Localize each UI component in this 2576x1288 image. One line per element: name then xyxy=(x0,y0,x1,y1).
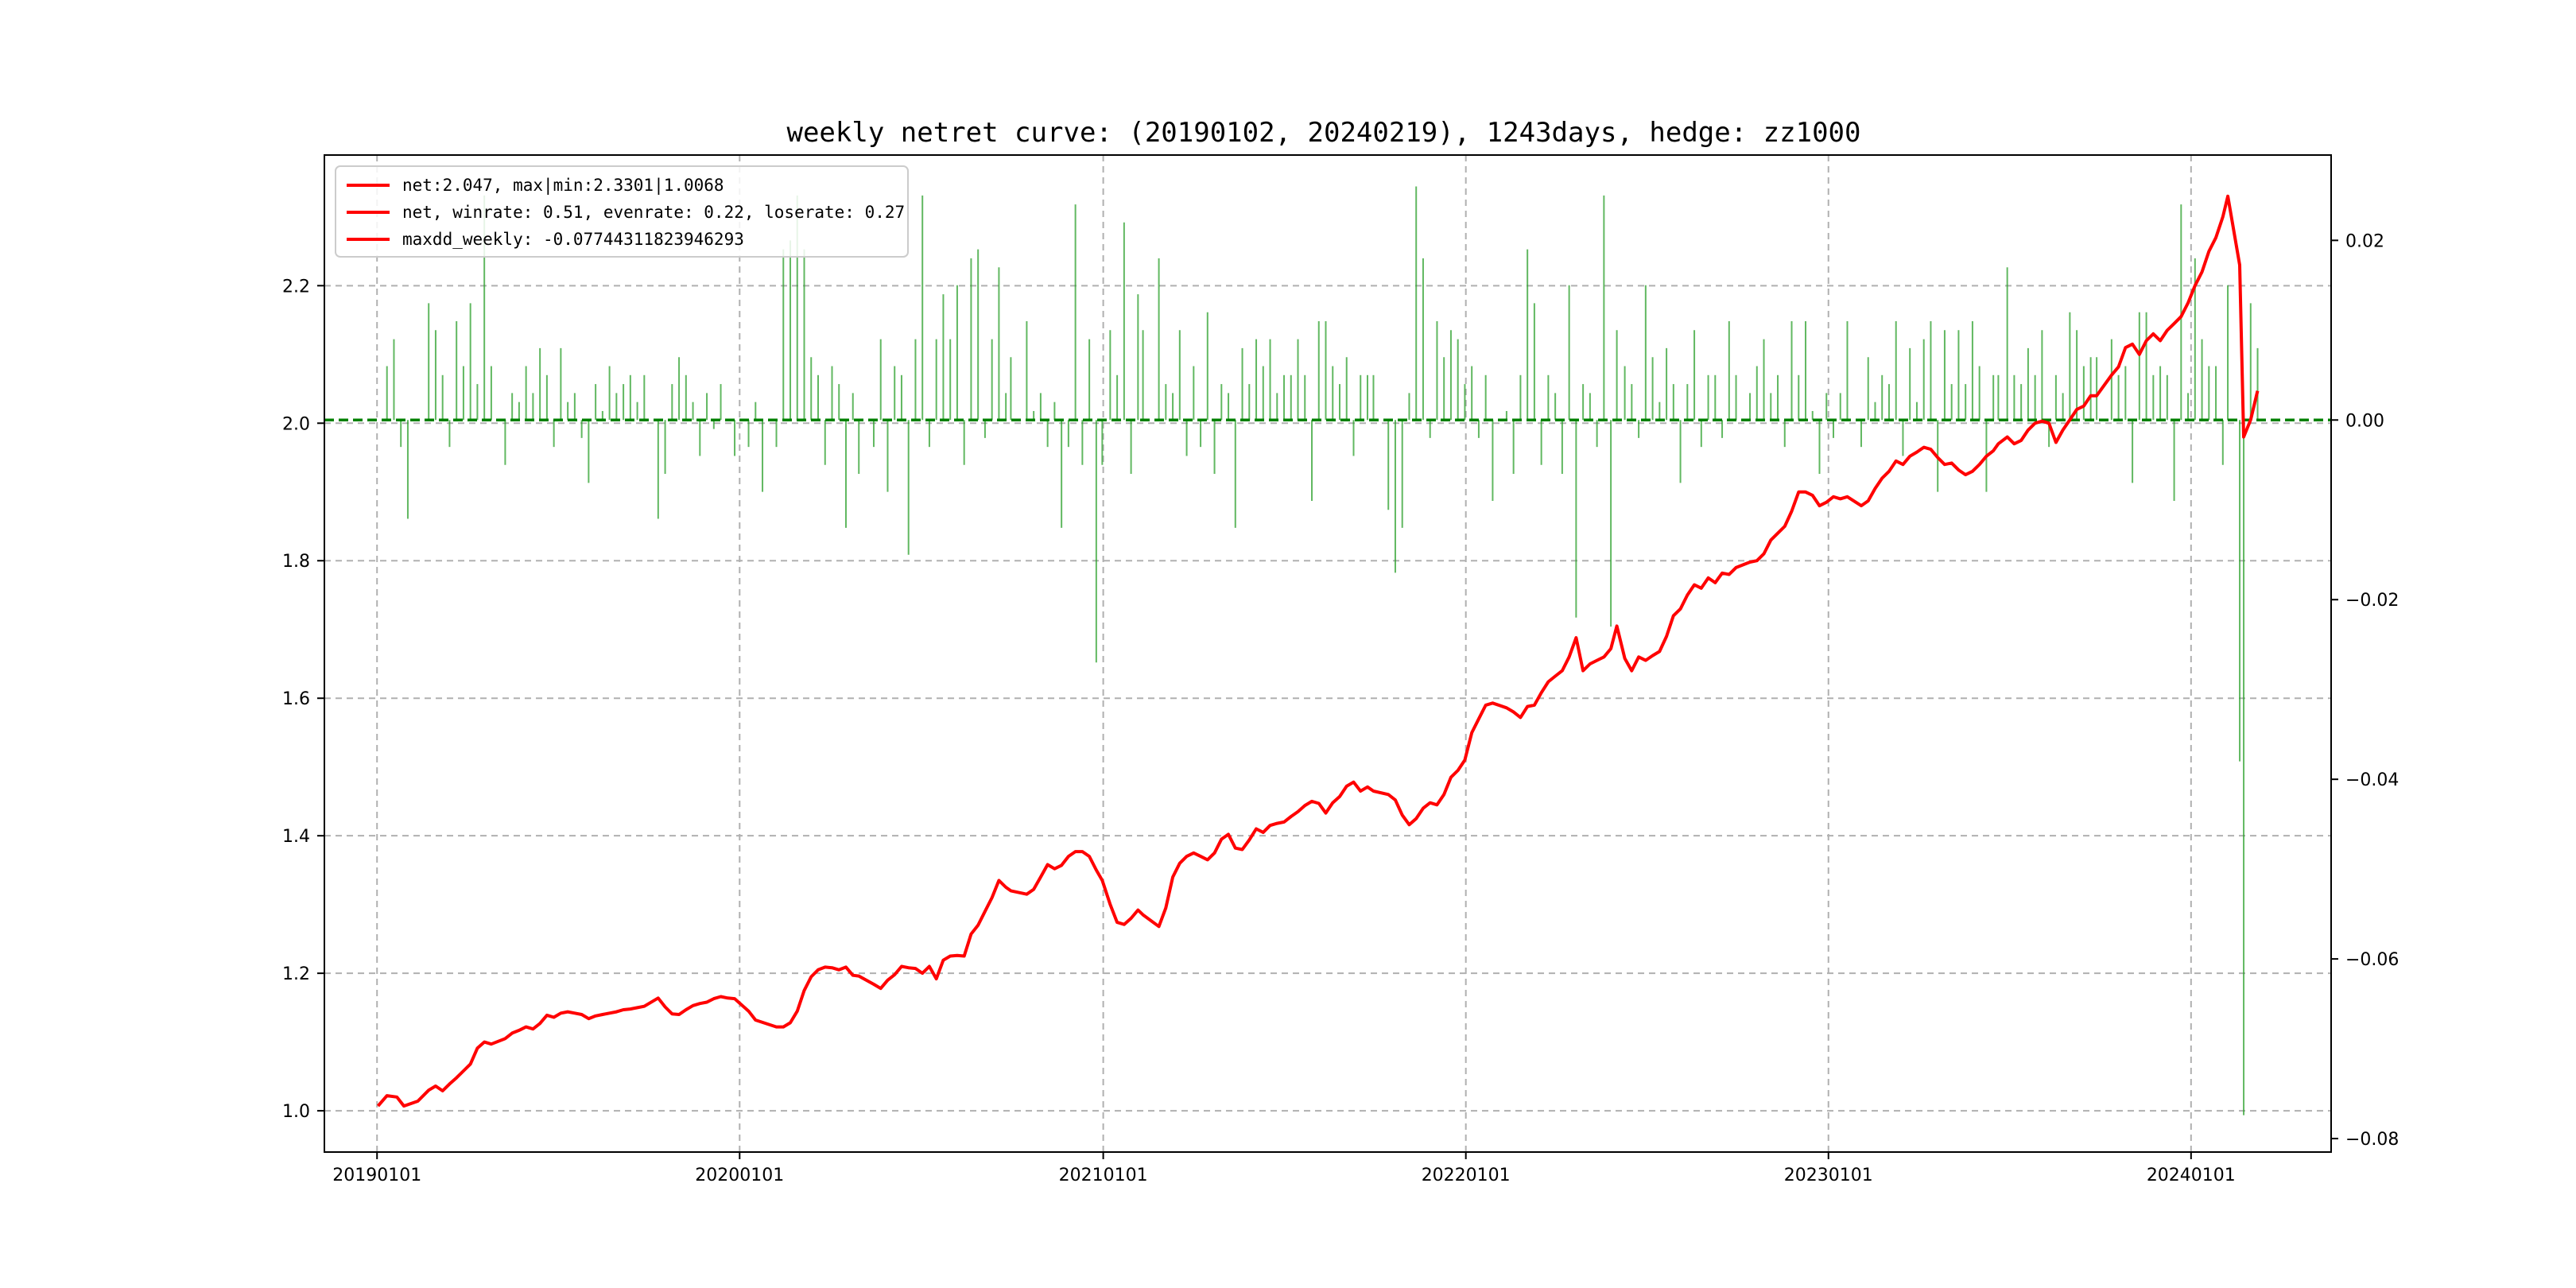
legend-label: net:2.047, max|min:2.3301|1.0068 xyxy=(402,176,724,196)
left-y-tick-label: 2.2 xyxy=(282,277,310,297)
axis-ticks: 20190101 20200101 20210101 20220101 20230101… xyxy=(282,231,2399,1185)
chart-title: weekly netret curve: (20190102, 20240219… xyxy=(786,117,1860,149)
net-curve-layer xyxy=(376,194,2260,1108)
left-y-tick-label: 1.8 xyxy=(282,552,310,572)
right-y-tick-label: −0.02 xyxy=(2345,591,2399,611)
legend: net:2.047, max|min:2.3301|1.0068 net, win… xyxy=(335,165,909,258)
x-tick-label: 20210101 xyxy=(1059,1166,1148,1185)
left-y-tick-label: 1.6 xyxy=(282,689,310,709)
net-curve-line xyxy=(376,194,2260,1108)
legend-box xyxy=(335,165,909,258)
x-tick-label: 20220101 xyxy=(1422,1166,1511,1185)
legend-label: net, winrate: 0.51, evenrate: 0.22, lose… xyxy=(402,203,905,222)
right-y-tick-label: 0.00 xyxy=(2345,411,2384,431)
x-tick-label: 20240101 xyxy=(2147,1166,2236,1185)
left-y-tick-label: 1.2 xyxy=(282,964,310,984)
right-y-tick-label: −0.08 xyxy=(2345,1130,2399,1150)
x-tick-label: 20200101 xyxy=(695,1166,784,1185)
grid xyxy=(324,155,2331,1152)
right-y-tick-label: −0.04 xyxy=(2345,770,2399,790)
right-y-tick-label: 0.02 xyxy=(2345,231,2384,251)
left-y-tick-label: 2.0 xyxy=(282,414,310,434)
legend-label: maxdd_weekly: -0.07744311823946293 xyxy=(402,230,744,249)
axes-frame xyxy=(324,154,2332,1153)
left-y-tick-label: 1.0 xyxy=(282,1102,310,1122)
right-y-tick-label: −0.06 xyxy=(2345,950,2399,970)
left-y-tick-label: 1.4 xyxy=(282,827,310,847)
x-tick-label: 20230101 xyxy=(1784,1166,1873,1185)
x-tick-label: 20190101 xyxy=(332,1166,421,1185)
